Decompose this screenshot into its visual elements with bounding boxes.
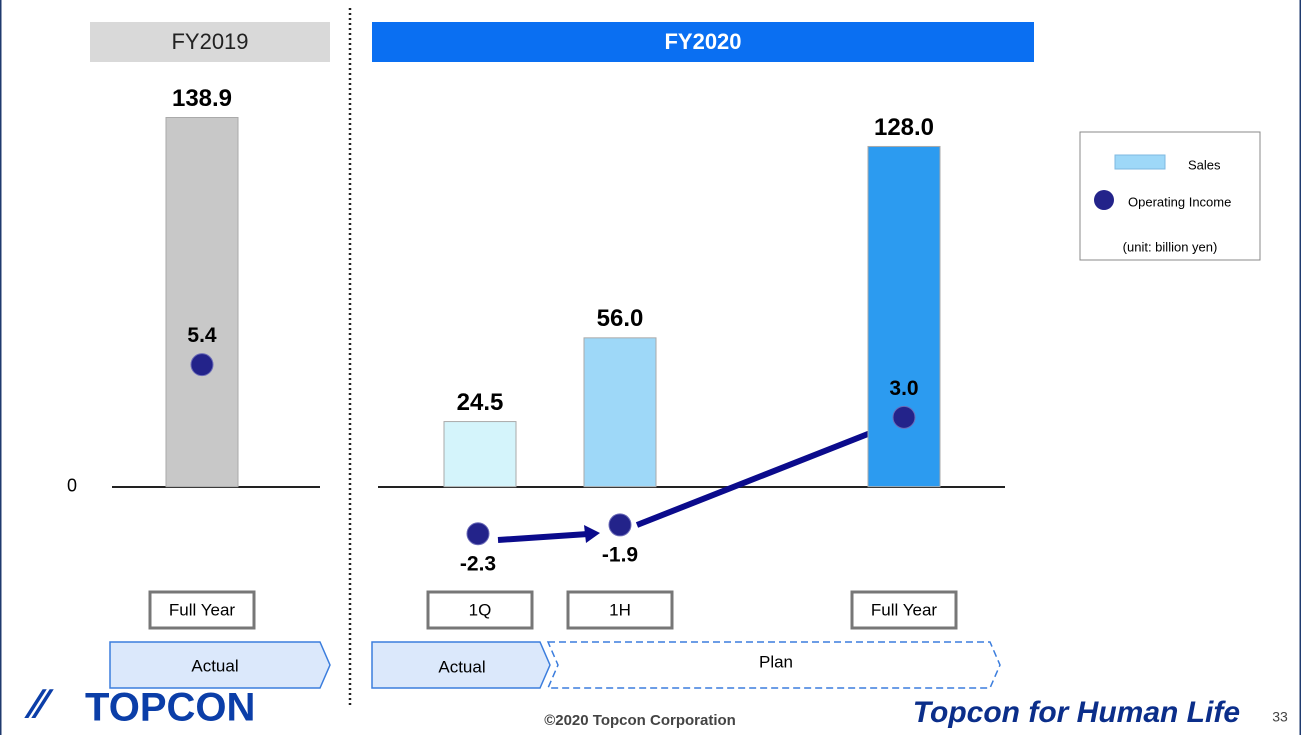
legend-swatch [1094,190,1114,210]
logo: TOPCON [85,686,255,730]
group-label: FY2019 [171,29,248,54]
x-tick-label: Full Year [871,600,937,619]
legend-label: Operating Income [1128,194,1231,209]
status-label: Plan [759,652,793,671]
bar-value-label: 24.5 [457,389,504,416]
status-arrow [371,641,551,689]
x-tick-label: 1Q [469,600,492,619]
dot-value-label: 5.4 [187,324,217,347]
dot [608,513,632,537]
y-tick-label: 0 [67,475,77,495]
status-label: Actual [438,657,485,676]
x-tick-label: Full Year [169,600,235,619]
legend-swatch [1114,154,1166,170]
bar [443,421,517,488]
legend-label: Sales [1188,157,1221,172]
status-arrow [109,641,331,689]
fy2020-header [372,22,1034,62]
bar [165,117,239,488]
category-box [148,590,256,630]
dot-value-label: -1.9 [602,543,638,566]
trend-arrow [635,427,880,528]
group-label: FY2020 [664,29,741,54]
unit-note: (unit: billion yen) [1123,239,1218,254]
fy2019-header [90,22,330,62]
dot-value-label: -2.3 [460,552,496,575]
dot [892,405,916,429]
page-number: 33 [1272,709,1288,725]
status-label: Actual [191,656,238,675]
dot [190,353,214,377]
category-box [426,590,534,630]
x-tick-label: 1H [609,600,631,619]
bar [583,337,657,488]
bar [867,145,941,488]
copyright: ©2020 Topcon Corporation [544,712,736,729]
trend-arrow [497,531,589,543]
dot-value-label: 3.0 [889,377,918,400]
dot [466,522,490,546]
bar-value-label: 56.0 [597,305,644,332]
tagline: Topcon for Human Life [913,696,1240,729]
logo-mark: ⁄⁄ [24,680,54,727]
category-box [850,590,958,630]
arrow-head [584,525,600,543]
category-box [566,590,674,630]
bar-value-label: 128.0 [874,114,934,141]
status-arrow [546,641,1001,689]
bar-value-label: 138.9 [172,85,232,112]
